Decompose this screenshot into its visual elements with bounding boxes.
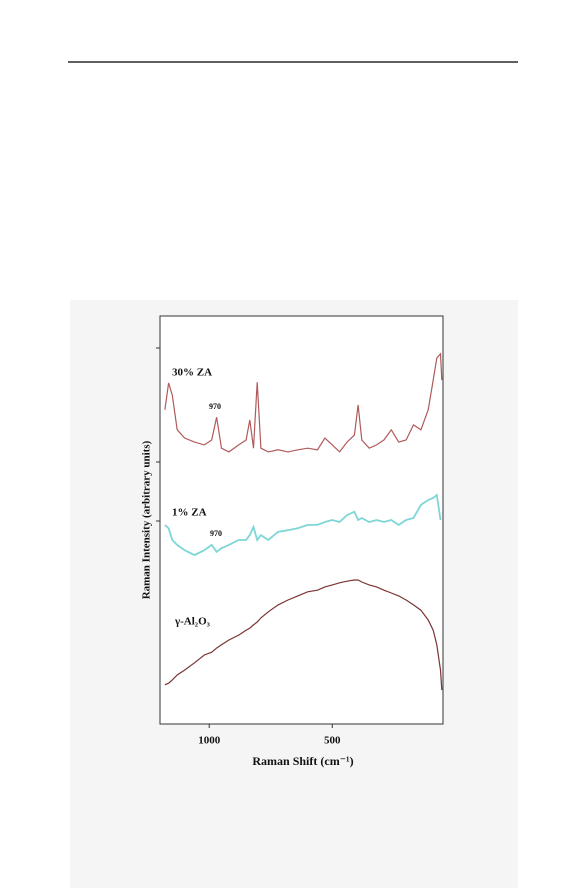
x-axis-label: Raman Shift (cm⁻¹) bbox=[252, 754, 353, 768]
annotation: 970 bbox=[210, 529, 222, 538]
spectrum-line bbox=[164, 352, 443, 453]
annotation: 970 bbox=[209, 402, 221, 411]
spectrum-line bbox=[164, 579, 443, 691]
y-axis-label: Raman Intensity (arbitrary units) bbox=[141, 440, 153, 599]
x-tick-label: 500 bbox=[324, 735, 341, 747]
plot-frame bbox=[159, 315, 444, 725]
x-tick-label: 1000 bbox=[198, 735, 221, 747]
spectrum-line bbox=[164, 493, 442, 557]
annotation: 1% ZA bbox=[172, 507, 207, 519]
annotation: γ-Al₂O₃ bbox=[174, 616, 211, 628]
annotation: 30% ZA bbox=[172, 367, 212, 379]
